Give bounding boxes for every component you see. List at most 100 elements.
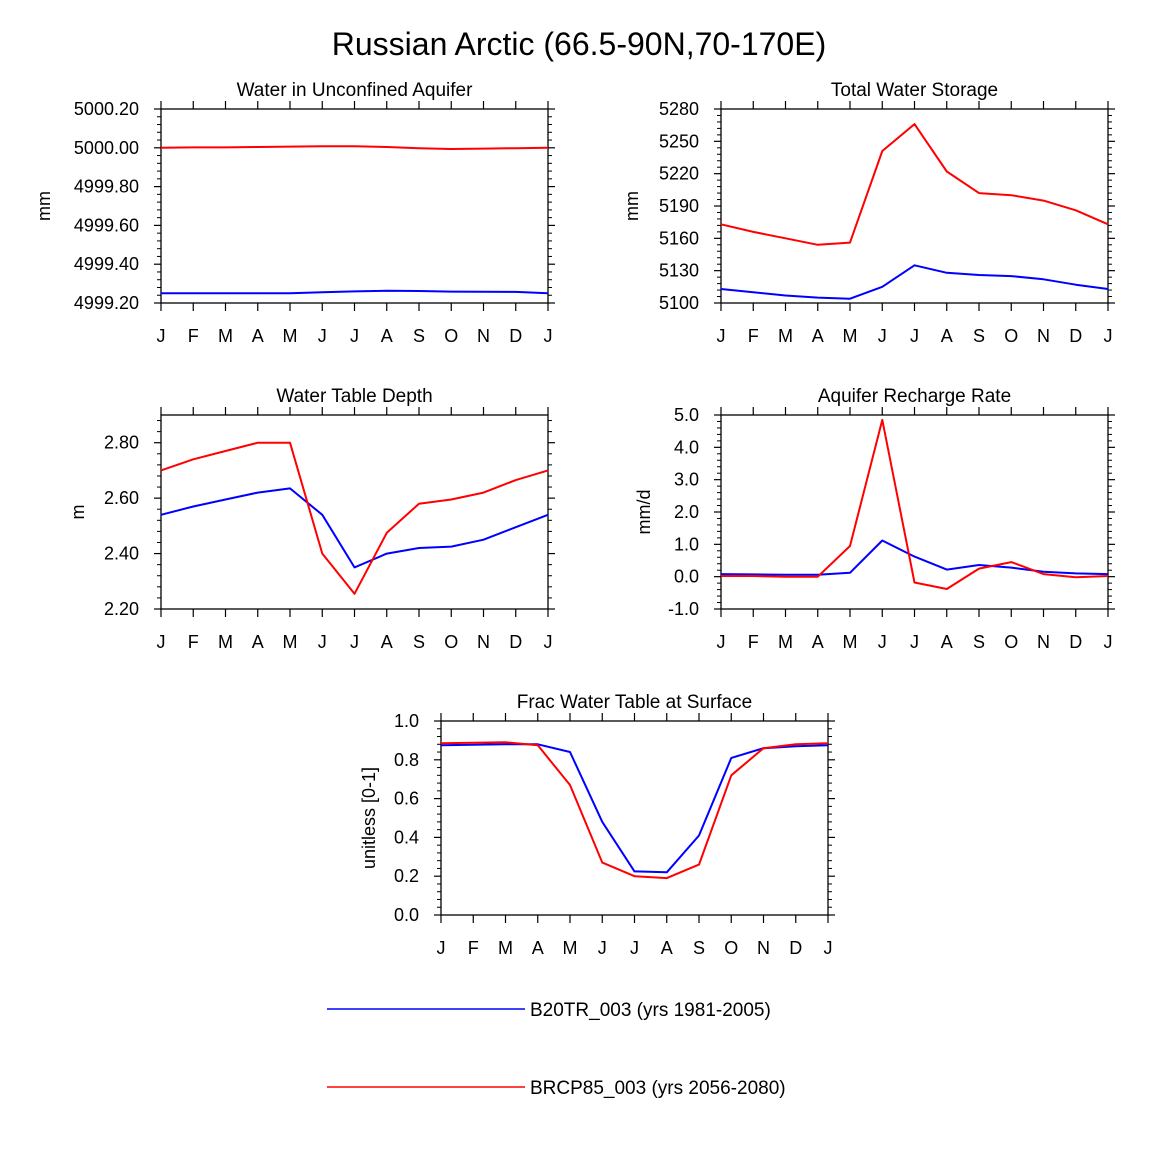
series-line-future	[160, 145, 549, 150]
x-tick-label: J	[157, 632, 166, 652]
series-line-hist	[161, 289, 549, 295]
y-tick-label: 2.20	[104, 599, 139, 619]
y-tick-label: 1.0	[674, 534, 699, 554]
legend: B20TR_003 (yrs 1981-2005) BRCP85_003 (yr…	[327, 1000, 786, 1099]
x-tick-label: J	[1104, 632, 1113, 652]
y-axis-label: mm	[34, 191, 54, 221]
x-tick-label: S	[973, 326, 985, 346]
x-tick-label: N	[477, 632, 490, 652]
x-tick-label: D	[509, 632, 522, 652]
y-tick-label: 5100	[659, 293, 699, 313]
x-tick-label: M	[563, 938, 578, 958]
y-tick-label: 2.80	[104, 433, 139, 453]
x-tick-label: J	[544, 632, 553, 652]
x-tick-label: M	[218, 632, 233, 652]
y-axis-label: mm	[622, 191, 642, 221]
x-tick-label: D	[789, 938, 802, 958]
x-tick-label: J	[157, 326, 166, 346]
x-tick-label: O	[444, 632, 458, 652]
series-line-hist	[720, 264, 1109, 300]
y-tick-label: 5160	[659, 228, 699, 248]
x-tick-label: J	[910, 326, 919, 346]
y-tick-label: 4.0	[674, 437, 699, 457]
y-tick-label: 4999.80	[74, 177, 139, 197]
x-tick-label: S	[413, 632, 425, 652]
x-tick-label: A	[252, 326, 264, 346]
x-tick-label: M	[778, 326, 793, 346]
y-tick-label: 0.8	[394, 750, 419, 770]
x-tick-label: M	[778, 632, 793, 652]
x-tick-label: N	[1037, 632, 1050, 652]
x-tick-label: N	[757, 938, 770, 958]
panel-title: Total Water Storage	[831, 80, 998, 101]
x-tick-label: J	[350, 326, 359, 346]
x-tick-label: A	[812, 632, 824, 652]
x-tick-label: A	[941, 632, 953, 652]
panel-tws: Total Water Storage mm 5100 5130 5160 5190 522…	[622, 80, 1115, 346]
y-tick-label: 5.0	[674, 405, 699, 425]
y-tick-label: 4999.20	[74, 293, 139, 313]
x-tick-label: J	[717, 632, 726, 652]
y-tick-label: 1.0	[394, 711, 419, 731]
plot-frame	[160, 108, 549, 304]
panel-unconfined: Water in Unconfined Aquifer mm 4999.20 4999…	[34, 80, 555, 346]
plot-frame	[720, 108, 1109, 304]
y-axis-label: m	[68, 505, 88, 520]
x-tick-label: F	[748, 632, 759, 652]
legend-label-hist: B20TR_003 (yrs 1981-2005)	[530, 1000, 771, 1021]
x-tick-label: M	[843, 632, 858, 652]
x-tick-label: A	[381, 632, 393, 652]
figure-title: Russian Arctic (66.5-90N,70-170E)	[332, 26, 826, 62]
x-tick-label: J	[630, 938, 639, 958]
x-tick-label: S	[413, 326, 425, 346]
y-axis-label: unitless [0-1]	[359, 767, 379, 869]
x-tick-label: N	[1037, 326, 1050, 346]
y-tick-label: 0.0	[674, 567, 699, 587]
x-tick-label: M	[843, 326, 858, 346]
series-line-future	[440, 741, 829, 880]
y-tick-label: 0.0	[394, 905, 419, 925]
x-tick-label: A	[812, 326, 824, 346]
x-tick-label: J	[824, 938, 833, 958]
x-tick-label: F	[188, 326, 199, 346]
x-tick-label: A	[381, 326, 393, 346]
y-tick-label: 5000.20	[74, 99, 139, 119]
x-tick-label: S	[973, 632, 985, 652]
y-tick-label: 0.2	[394, 866, 419, 886]
y-tick-label: 4999.40	[74, 254, 139, 274]
x-tick-label: J	[318, 632, 327, 652]
x-tick-label: J	[318, 326, 327, 346]
series-line-future	[721, 418, 1109, 590]
x-tick-label: J	[878, 632, 887, 652]
x-tick-label: J	[717, 326, 726, 346]
x-tick-label: D	[509, 326, 522, 346]
y-tick-label: 5250	[659, 131, 699, 151]
x-tick-label: F	[748, 326, 759, 346]
y-tick-label: 3.0	[674, 470, 699, 490]
panel-title: Water in Unconfined Aquifer	[237, 80, 474, 101]
x-tick-label: J	[598, 938, 607, 958]
x-tick-label: J	[1104, 326, 1113, 346]
y-axis-label: mm/d	[634, 490, 654, 535]
panel-title: Aquifer Recharge Rate	[818, 386, 1011, 407]
x-tick-label: J	[350, 632, 359, 652]
x-tick-label: O	[444, 326, 458, 346]
plot-frame	[160, 414, 549, 610]
y-tick-label: 4999.60	[74, 215, 139, 235]
x-tick-label: A	[532, 938, 544, 958]
series-line-hist	[720, 539, 1109, 576]
series-line-future	[160, 441, 549, 595]
x-tick-label: F	[188, 632, 199, 652]
y-tick-label: 0.4	[394, 827, 419, 847]
x-tick-label: M	[283, 632, 298, 652]
x-tick-label: N	[477, 326, 490, 346]
series-line-hist	[160, 487, 549, 569]
panel-recharge: Aquifer Recharge Rate mm/d -1.0 0.0 1.0 2.0 3.…	[634, 386, 1115, 652]
x-tick-label: D	[1069, 326, 1082, 346]
panels: Water in Unconfined Aquifer mm 4999.20 4999…	[34, 80, 1115, 958]
y-tick-label: 5280	[659, 99, 699, 119]
x-tick-label: O	[724, 938, 738, 958]
x-tick-label: M	[283, 326, 298, 346]
